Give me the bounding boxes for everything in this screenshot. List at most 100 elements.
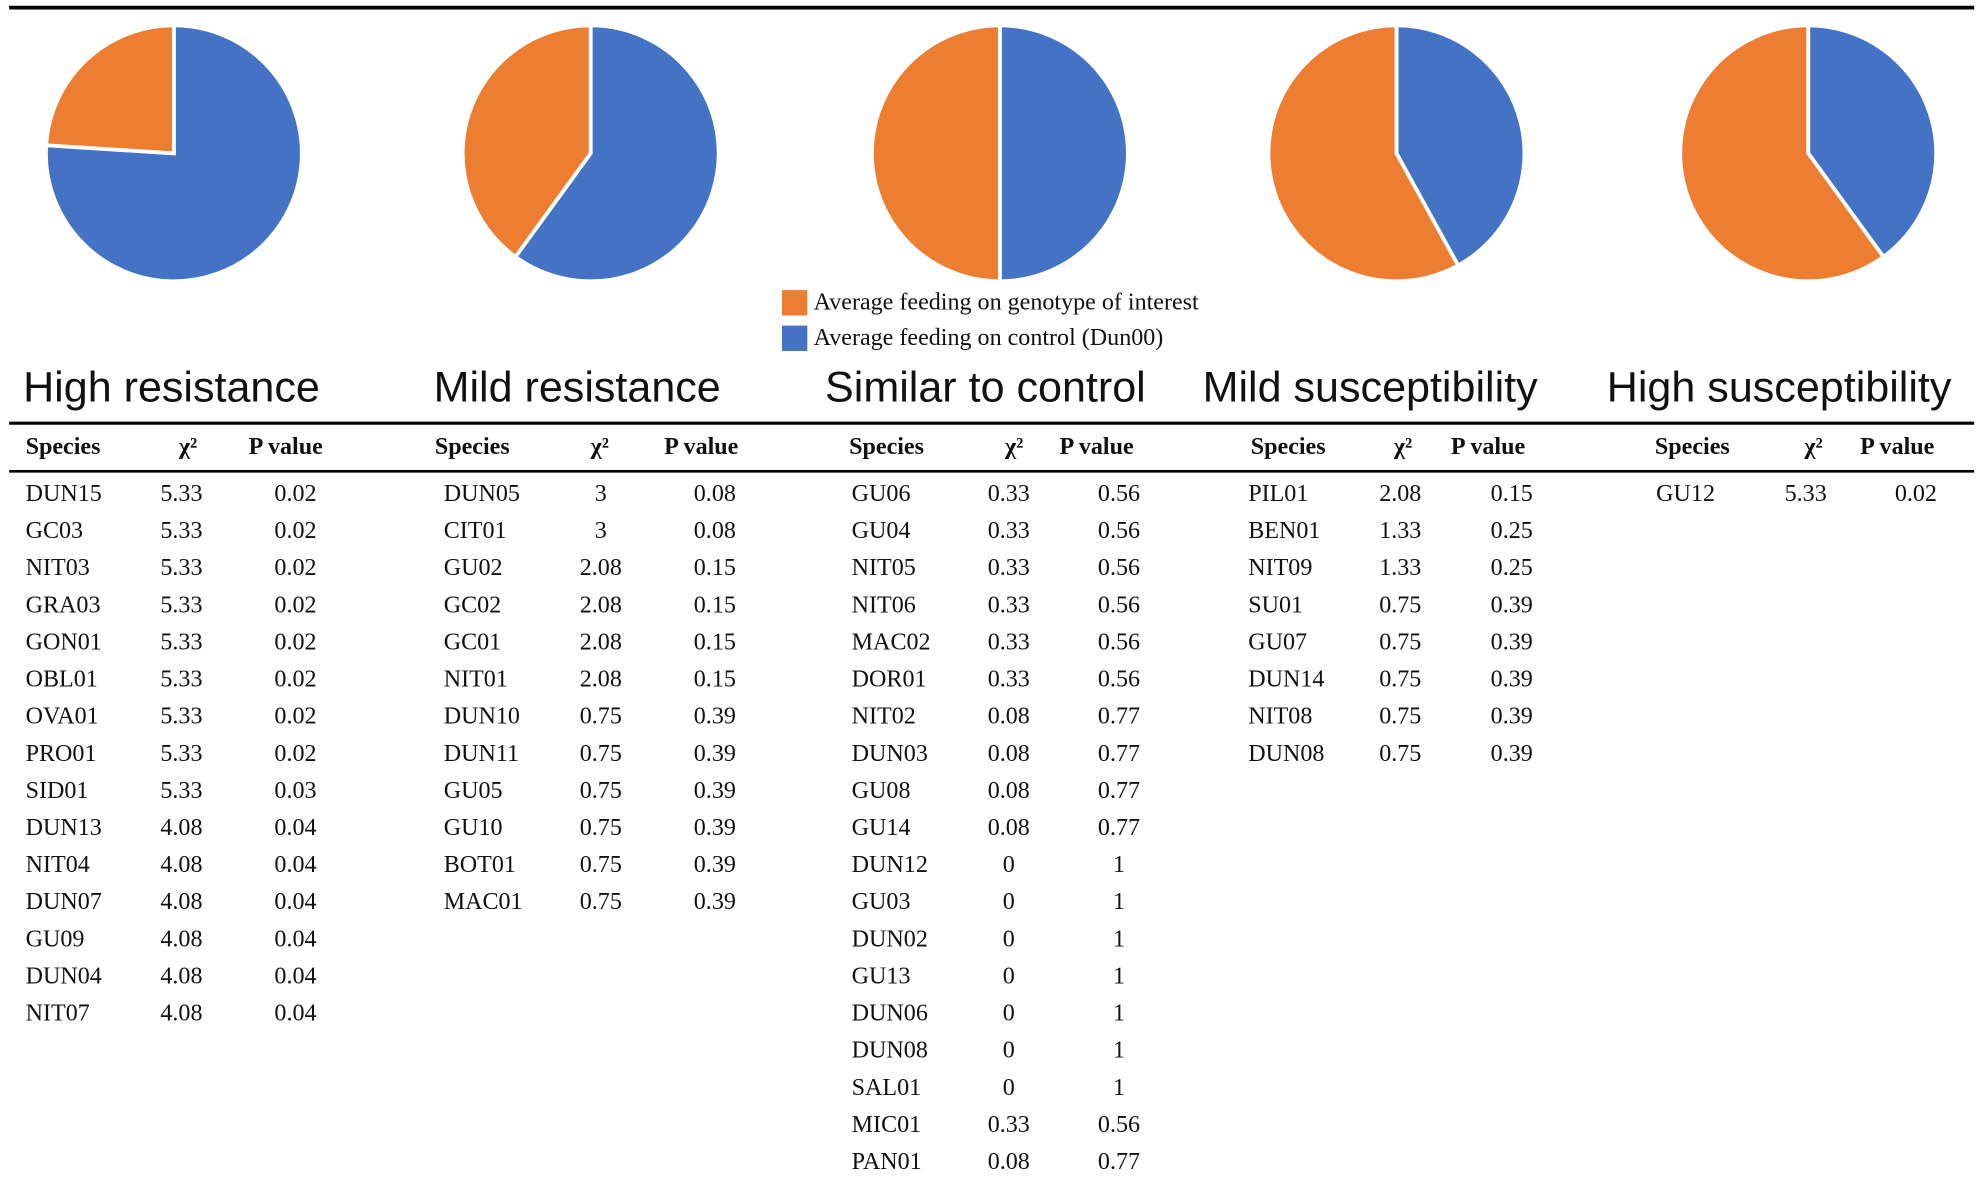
table-cell: 0.08: [988, 1149, 1030, 1175]
table-cell: GU12: [1656, 481, 1715, 507]
legend-swatch: [781, 290, 808, 316]
table-cell: OVA01: [26, 704, 99, 730]
table-cell: 1: [1113, 926, 1125, 952]
table-cell: 0.56: [1098, 592, 1140, 618]
table-cell: 0.39: [1491, 667, 1533, 693]
table-cell: 0: [1003, 852, 1015, 878]
table-cell: NIT08: [1248, 704, 1312, 730]
table-cell: 2.08: [580, 555, 622, 581]
table-cell: 0.75: [580, 778, 622, 804]
column-header: Species: [1655, 434, 1730, 460]
table-cell: 0.33: [988, 518, 1030, 544]
table-cell: DUN12: [852, 852, 928, 878]
table-cell: 4.08: [160, 963, 202, 989]
table-cell: DUN03: [852, 741, 928, 767]
table-cell: 0.02: [274, 518, 316, 544]
table-cell: 0.75: [1379, 741, 1421, 767]
column-header: Species: [849, 434, 924, 460]
table-cell: GU03: [852, 889, 911, 915]
table-cell: 0.02: [274, 481, 316, 507]
table-cell: 0.15: [694, 555, 736, 581]
table-cell: 2.08: [580, 667, 622, 693]
column-header: χ²: [1803, 434, 1822, 460]
table-cell: 0.39: [694, 704, 736, 730]
table-cell: SID01: [26, 778, 89, 804]
table-cell: 0.77: [1098, 815, 1140, 841]
table-cell: 0.39: [1491, 592, 1533, 618]
table-cell: NIT04: [26, 852, 90, 878]
column-header: χ²: [1004, 434, 1023, 460]
table-cell: 4.08: [160, 852, 202, 878]
table-cell: 1: [1113, 1038, 1125, 1064]
table-cell: 0.39: [694, 852, 736, 878]
table-cell: NIT09: [1248, 555, 1312, 581]
pie-slice: [1394, 23, 1527, 269]
table-cell: 2.08: [580, 629, 622, 655]
table-cell: 1.33: [1379, 555, 1421, 581]
table-cell: 0: [1003, 963, 1015, 989]
table-cell: 0.08: [988, 815, 1030, 841]
table-cell: 0.77: [1098, 741, 1140, 767]
column-header: P value: [1860, 434, 1935, 460]
table-cell: 0.33: [988, 629, 1030, 655]
table-cell: DUN07: [26, 889, 102, 915]
table-cell: MAC01: [444, 889, 523, 915]
table-cell: GU05: [444, 778, 503, 804]
table-cell: 0.15: [694, 667, 736, 693]
table-cell: DUN08: [1248, 741, 1324, 767]
table-cell: DUN04: [26, 963, 102, 989]
table-cell: SU01: [1248, 592, 1303, 618]
table-cell: 0: [1003, 926, 1015, 952]
table-cell: 1: [1113, 1075, 1125, 1101]
table-cell: 0: [1003, 889, 1015, 915]
table-cell: 2.08: [580, 592, 622, 618]
table-cell: 0.02: [274, 629, 316, 655]
table-cell: 0.39: [1491, 741, 1533, 767]
column-header: χ²: [1393, 434, 1412, 460]
table-cell: BEN01: [1248, 518, 1320, 544]
table-cell: 0.08: [988, 778, 1030, 804]
table-cell: 0.04: [274, 1001, 316, 1027]
table-cell: 1: [1113, 963, 1125, 989]
table-cell: SAL01: [852, 1075, 922, 1101]
table-cell: 0.02: [1895, 481, 1937, 507]
table-cell: 0.04: [274, 926, 316, 952]
table-cell: 0.56: [1098, 555, 1140, 581]
table-cell: GU08: [852, 778, 911, 804]
table-cell: DUN10: [444, 704, 520, 730]
table-cell: 3: [595, 481, 607, 507]
table-cell: 0.75: [1379, 629, 1421, 655]
table-cell: GON01: [26, 629, 102, 655]
table-cell: PAN01: [852, 1149, 922, 1175]
table-cell: 5.33: [1785, 481, 1827, 507]
table-cell: GU14: [852, 815, 911, 841]
column-header: χ²: [178, 434, 197, 460]
table-cell: DOR01: [852, 667, 927, 693]
table-cell: 0.04: [274, 815, 316, 841]
table-cell: DUN02: [852, 926, 928, 952]
table-cell: 0.33: [988, 481, 1030, 507]
column-header: Species: [1251, 434, 1326, 460]
table-cell: GC02: [444, 592, 502, 618]
table-cell: NIT03: [26, 555, 90, 581]
table-cell: 2.08: [1379, 481, 1421, 507]
table-cell: 3: [595, 518, 607, 544]
table-cell: 0.08: [988, 741, 1030, 767]
table-cell: 0.75: [580, 704, 622, 730]
table-cell: 1: [1113, 1001, 1125, 1027]
table-cell: 0.75: [580, 741, 622, 767]
table-cell: 0.39: [1491, 704, 1533, 730]
table-cell: 0.04: [274, 852, 316, 878]
group-heading: High susceptibility: [1607, 364, 1952, 412]
table-cell: 5.33: [160, 778, 202, 804]
table-cell: 5.33: [160, 592, 202, 618]
table-cell: 0.39: [694, 778, 736, 804]
table-cell: 0.39: [694, 815, 736, 841]
table-cell: 0.02: [274, 704, 316, 730]
table-cell: GU07: [1248, 629, 1307, 655]
table-cell: 0: [1003, 1001, 1015, 1027]
table-cell: 5.33: [160, 629, 202, 655]
table-cell: GU02: [444, 555, 503, 581]
table-cell: 0: [1003, 1075, 1015, 1101]
table-cell: 0.02: [274, 592, 316, 618]
